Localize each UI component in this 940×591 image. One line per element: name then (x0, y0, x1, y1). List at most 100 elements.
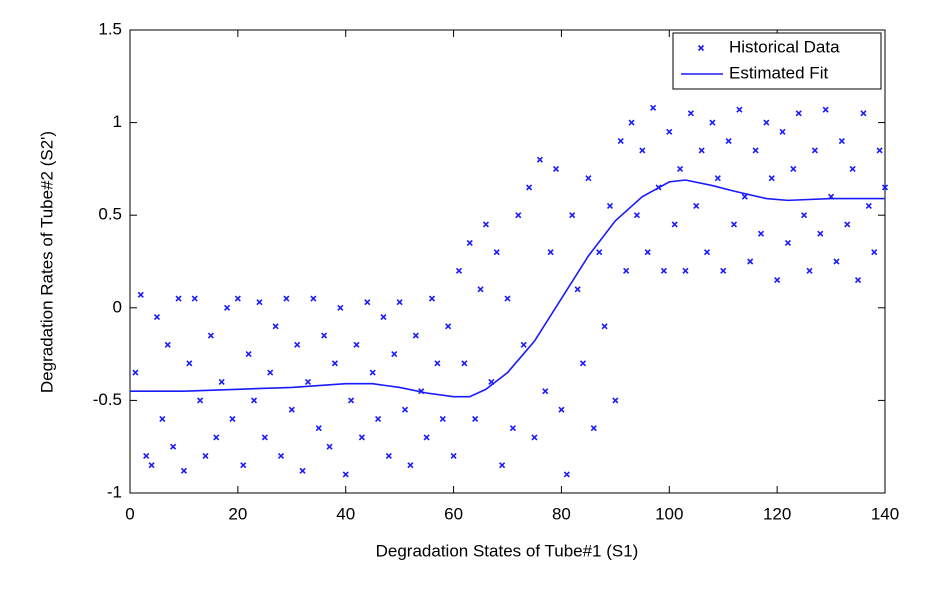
data-point (725, 138, 732, 145)
data-point (326, 443, 333, 450)
data-point (197, 397, 204, 404)
data-point (774, 276, 781, 284)
x-tick-label: 60 (444, 504, 463, 523)
data-point (412, 332, 419, 339)
data-point (477, 286, 484, 293)
data-point (671, 221, 678, 228)
data-point (369, 369, 376, 376)
data-point (391, 351, 398, 358)
data-point (153, 313, 161, 321)
data-point (542, 388, 549, 395)
data-point (709, 119, 716, 126)
data-point (224, 304, 231, 311)
data-point (628, 119, 635, 126)
data-point (677, 165, 684, 172)
data-point (229, 415, 236, 422)
data-point (865, 202, 872, 210)
data-point (736, 106, 743, 113)
data-point (234, 295, 241, 302)
y-axis-label: Degradation Rates of Tube#2 (S2') (37, 131, 56, 393)
plot-area (129, 29, 886, 494)
data-point (132, 369, 139, 376)
data-point (693, 202, 700, 210)
data-point (272, 323, 279, 330)
data-point (509, 425, 516, 432)
data-point (137, 291, 144, 298)
data-point (348, 397, 355, 404)
data-point (277, 452, 285, 460)
x-tick-label: 80 (552, 504, 571, 523)
data-point (504, 295, 511, 302)
data-point (633, 212, 640, 219)
data-point (439, 415, 446, 422)
data-point (606, 202, 614, 210)
data-point (763, 119, 770, 126)
y-tick-label: 0 (113, 297, 122, 316)
data-point (148, 462, 155, 469)
data-point (768, 175, 775, 182)
data-point (817, 230, 824, 237)
x-tick-label: 140 (871, 504, 899, 523)
data-point (143, 452, 150, 460)
data-point (364, 299, 371, 306)
data-point (342, 471, 349, 478)
data-point (375, 415, 382, 422)
data-point (660, 267, 667, 274)
data-point (256, 299, 263, 306)
data-point (245, 351, 252, 358)
data-point (757, 230, 765, 237)
data-point (337, 304, 344, 311)
data-point (315, 425, 322, 432)
data-point (159, 415, 166, 422)
x-axis-label: Degradation States of Tube#1 (S1) (376, 541, 639, 560)
data-point (747, 258, 754, 265)
data-point (493, 249, 500, 256)
data-point (175, 295, 182, 302)
data-point (849, 165, 856, 172)
legend-marker (697, 44, 705, 52)
data-point (536, 156, 543, 163)
data-point (164, 341, 171, 348)
data-point (806, 267, 813, 274)
legend-box (672, 32, 882, 90)
x-tick-label: 120 (763, 504, 791, 523)
y-tick-label: 0.5 (98, 205, 122, 224)
data-point (310, 295, 317, 302)
data-point (202, 452, 209, 460)
data-point (552, 165, 560, 172)
data-point (288, 406, 295, 413)
data-point (218, 378, 225, 385)
data-point (423, 434, 430, 441)
data-point (574, 286, 581, 293)
y-tick-label: 1.5 (98, 19, 122, 38)
x-tick-label: 40 (336, 504, 355, 523)
y-tick-label: 1 (113, 112, 122, 131)
data-point (283, 295, 290, 302)
x-tick-label: 0 (125, 504, 134, 523)
fit-line (130, 179, 885, 398)
data-point (687, 110, 694, 117)
y-tick-label: -0.5 (93, 390, 122, 409)
data-point (240, 462, 247, 469)
data-point (854, 276, 862, 284)
data-point (720, 267, 727, 274)
data-point (170, 443, 177, 450)
data-point (396, 299, 403, 306)
data-point (703, 249, 711, 256)
data-point (558, 406, 565, 413)
data-point (304, 378, 312, 385)
data-point (434, 360, 441, 367)
data-point (450, 452, 457, 460)
data-point (531, 434, 538, 441)
x-tick-label: 20 (228, 504, 247, 523)
data-point (860, 110, 867, 117)
data-point (617, 138, 624, 145)
data-point (331, 360, 338, 367)
data-point (515, 212, 522, 219)
data-point (466, 239, 473, 247)
data-point (299, 467, 306, 474)
data-point (407, 462, 414, 469)
data-point (730, 221, 738, 228)
data-point (623, 267, 630, 274)
data-point (833, 258, 840, 265)
